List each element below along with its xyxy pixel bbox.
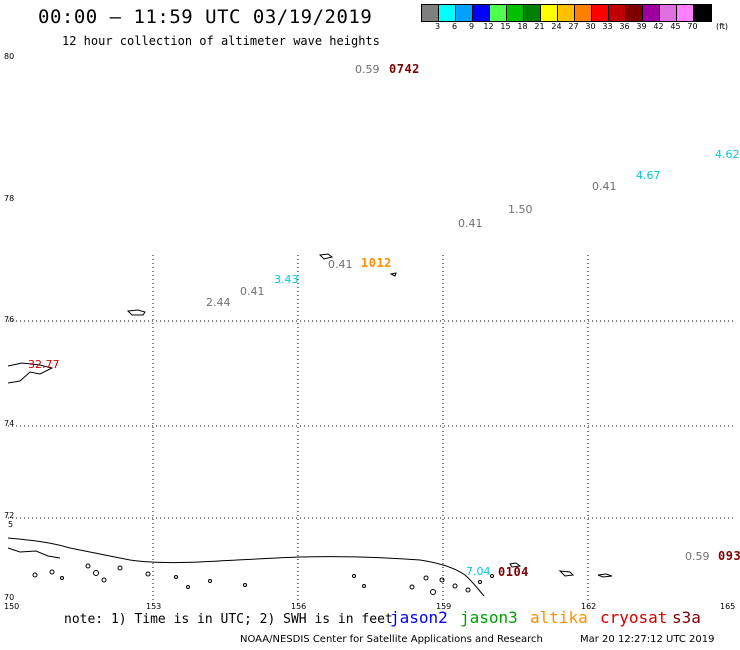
wave-height-value: 1.50 xyxy=(508,203,533,216)
credit-line: NOAA/NESDIS Center for Satellite Applica… xyxy=(240,634,543,645)
pass-time-label: 0742 xyxy=(389,62,420,76)
pass-time-label: 093 xyxy=(718,549,740,563)
color-scale-tick: 6 xyxy=(451,22,458,31)
lon-label: 165 xyxy=(720,602,736,611)
lat-label: 78 xyxy=(4,194,15,203)
lat-label: 76 xyxy=(4,315,15,324)
wave-height-value: 7.04 xyxy=(466,565,491,578)
satellite-legend-item: altika xyxy=(530,608,588,627)
color-scale-tick: 30 xyxy=(585,22,596,31)
satellite-legend-item: jason2 xyxy=(390,608,448,627)
wave-height-value: 0.41 xyxy=(328,258,353,271)
color-swatch xyxy=(507,5,524,21)
color-swatch xyxy=(626,5,643,21)
satellite-legend-item: s3a xyxy=(672,608,701,627)
lon-label: 150 xyxy=(4,602,20,611)
color-scale-tick: 42 xyxy=(653,22,664,31)
coastline xyxy=(7,253,613,597)
wave-height-value: 4.67 xyxy=(636,169,661,182)
color-scale-unit: (ft) xyxy=(716,22,729,31)
page-title: 00:00 – 11:59 UTC 03/19/2019 xyxy=(38,6,373,28)
wave-height-value: 32.77 xyxy=(28,358,60,371)
color-swatch xyxy=(575,5,592,21)
color-scale-tick: 70 xyxy=(687,22,698,31)
color-swatch xyxy=(677,5,694,21)
generated-timestamp: Mar 20 12:27:12 UTC 2019 xyxy=(580,634,715,645)
wave-height-value: 0.59 xyxy=(355,63,380,76)
wave-height-value: 4.62 xyxy=(715,148,740,161)
wave-height-value: 0.59 xyxy=(685,550,710,563)
color-swatch xyxy=(694,5,711,21)
color-scale-legend xyxy=(421,4,712,22)
color-swatch xyxy=(643,5,660,21)
color-swatch xyxy=(592,5,609,21)
color-scale-tick: 18 xyxy=(517,22,528,31)
color-swatch xyxy=(456,5,473,21)
wave-height-value: 0.41 xyxy=(240,285,265,298)
lon-label: 153 xyxy=(146,602,162,611)
coastal-islands xyxy=(32,563,494,595)
color-swatch xyxy=(660,5,677,21)
lon-label: 162 xyxy=(581,602,597,611)
lat-label: 72 xyxy=(4,511,15,520)
pass-time-label: 1012 xyxy=(361,256,392,270)
color-scale-tick: 9 xyxy=(468,22,475,31)
wave-height-value: 2.44 xyxy=(206,296,231,309)
side-label: 5 xyxy=(8,520,14,529)
satellite-legend-item: jason3 xyxy=(460,608,518,627)
color-scale-tick: 24 xyxy=(551,22,562,31)
color-swatch xyxy=(439,5,456,21)
lon-label: 159 xyxy=(436,602,452,611)
page-subtitle: 12 hour collection of altimeter wave hei… xyxy=(62,34,380,48)
color-scale-tick: 27 xyxy=(568,22,579,31)
wave-height-value: 0.41 xyxy=(458,217,483,230)
color-swatch xyxy=(524,5,541,21)
lat-label: 70 xyxy=(4,593,15,602)
color-scale-tick: 21 xyxy=(534,22,545,31)
color-scale-tick: 12 xyxy=(483,22,494,31)
color-swatch xyxy=(490,5,507,21)
satellite-legend-item: cryosat xyxy=(600,608,668,627)
color-scale-tick: 39 xyxy=(636,22,647,31)
color-scale-tick: 15 xyxy=(500,22,511,31)
color-swatch xyxy=(541,5,558,21)
footer-note: note: 1) Time is in UTC; 2) SWH is in fe… xyxy=(64,612,393,627)
wave-height-value: 0.41 xyxy=(592,180,617,193)
lat-label: 80 xyxy=(4,52,15,61)
pass-time-label: 0104 xyxy=(498,565,529,579)
color-swatch xyxy=(609,5,626,21)
color-scale-tick: 33 xyxy=(602,22,613,31)
color-scale-tick: 45 xyxy=(670,22,681,31)
graticule xyxy=(8,255,734,600)
color-swatch xyxy=(473,5,490,21)
color-swatch xyxy=(422,5,439,21)
wave-height-value: 3.43 xyxy=(274,273,299,286)
lon-label: 156 xyxy=(291,602,307,611)
color-swatch xyxy=(558,5,575,21)
lat-label: 74 xyxy=(4,419,15,428)
color-scale-tick: 3 xyxy=(434,22,441,31)
color-scale-tick: 36 xyxy=(619,22,630,31)
color-scale-ticks: 3 6 9 12 15 18 21 24 27 30 33 36 39 42 45 70 xyxy=(421,22,701,31)
